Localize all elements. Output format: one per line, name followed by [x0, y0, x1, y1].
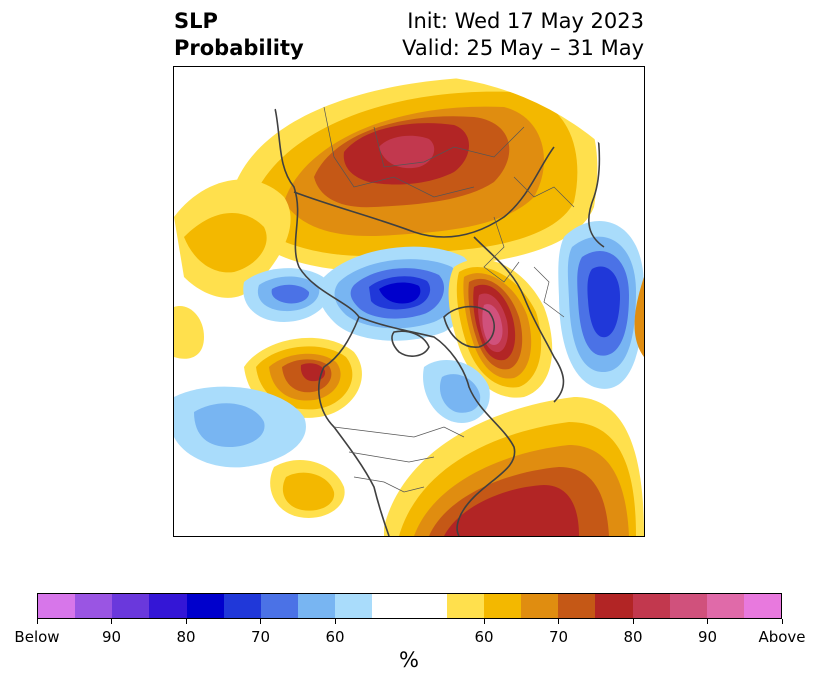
colorbar-tick-mark [260, 619, 261, 624]
colorbar-tick-label: 90 [101, 628, 122, 646]
colorbar-tick-mark [781, 619, 783, 624]
colorbar-tick-mark [334, 619, 336, 624]
colorbar-units: % [399, 648, 419, 672]
colorbar-segment [75, 594, 113, 618]
colorbar-segment [335, 594, 373, 618]
colorbar-segment [632, 594, 670, 618]
above-region-atlantic [270, 397, 644, 536]
colorbar-tick-mark [558, 619, 559, 624]
colorbar-tick-label: 60 [325, 628, 345, 646]
below-region-siberia [558, 221, 644, 389]
colorbar-segment [595, 594, 633, 618]
colorbar-segment [521, 594, 559, 618]
init-date: Init: Wed 17 May 2023 [407, 9, 644, 33]
title-variable: SLP [174, 9, 218, 33]
below-region-arctic [318, 246, 475, 341]
colorbar-tick-label: 70 [250, 628, 271, 646]
colorbar-segment [483, 594, 522, 618]
above-region-greenland [448, 259, 553, 398]
colorbar [37, 593, 782, 619]
below-region-pacific [243, 268, 331, 322]
colorbar-tick-mark [111, 619, 112, 624]
colorbar-tick-mark [185, 619, 187, 624]
colorbar-segment [743, 594, 782, 618]
colorbar-segment [409, 594, 447, 618]
title-left: SLP Probability [174, 8, 304, 62]
title-field: Probability [174, 36, 304, 60]
colorbar-segment [112, 594, 150, 618]
probability-map [174, 75, 644, 536]
colorbar-tick-label: Above [758, 628, 806, 646]
colorbar-segment [298, 594, 336, 618]
colorbar-tick-label: 60 [474, 628, 494, 646]
colorbar-segment [372, 594, 410, 618]
above-region-asia [233, 76, 598, 271]
colorbar-segment [186, 594, 224, 618]
colorbar-segment [38, 594, 76, 618]
colorbar-tick-label: Below [14, 628, 60, 646]
below-region-canada [423, 359, 490, 423]
below-region-eastpacific [174, 386, 306, 468]
colorbar-segment [669, 594, 707, 618]
colorbar-tick-label: 80 [176, 628, 196, 646]
colorbar-tick-label: 70 [548, 628, 569, 646]
map-panel [173, 66, 645, 537]
colorbar-segment [149, 594, 187, 618]
colorbar-tick-mark [632, 619, 634, 624]
title-right: Init: Wed 17 May 2023 Valid: 25 May – 31… [402, 8, 644, 62]
colorbar-tick-mark [483, 619, 485, 624]
colorbar-tick-mark [36, 619, 38, 624]
above-region-west [174, 179, 291, 359]
colorbar-segment [446, 594, 484, 618]
colorbar-tick-label: 90 [697, 628, 718, 646]
colorbar-tick-mark [707, 619, 708, 624]
colorbar-segment [558, 594, 596, 618]
colorbar-segment [223, 594, 261, 618]
colorbar-segment [260, 594, 299, 618]
valid-range: Valid: 25 May – 31 May [402, 36, 644, 60]
colorbar-tick-label: 80 [623, 628, 643, 646]
colorbar-segment [706, 594, 744, 618]
political-borders [323, 106, 575, 493]
